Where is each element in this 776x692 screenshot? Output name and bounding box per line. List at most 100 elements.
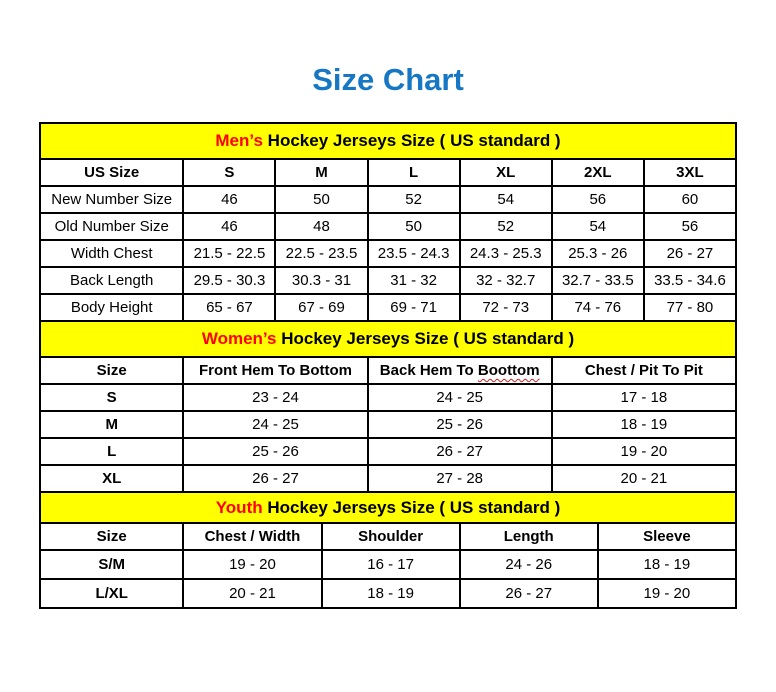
table-row: Width Chest 21.5 - 22.5 22.5 - 23.5 23.5… <box>38 239 738 268</box>
men-header-m: M <box>274 158 369 187</box>
men-header-2xl: 2XL <box>550 158 645 187</box>
men-header-l: L <box>366 158 461 187</box>
youth-section-band: Youth Hockey Jerseys Size ( US standard … <box>39 491 737 524</box>
table-row: L/XL 20 - 21 18 - 19 26 - 27 19 - 20 <box>38 578 738 609</box>
row-label: L <box>38 437 185 466</box>
size-cell: 50 <box>274 185 369 214</box>
row-label: Body Height <box>38 293 185 322</box>
size-cell: 26 - 27 <box>366 437 553 466</box>
youth-size-table: Youth Hockey Jerseys Size ( US standard … <box>38 491 738 609</box>
men-header-us-size: US Size <box>38 158 185 187</box>
women-highlight: Women’s <box>201 329 277 348</box>
row-label: New Number Size <box>38 185 185 214</box>
size-cell: 18 - 19 <box>320 578 461 609</box>
youth-header-length: Length <box>458 522 599 551</box>
row-label: Old Number Size <box>38 212 185 241</box>
youth-header-row: Size Chest / Width Shoulder Length Sleev… <box>38 522 738 551</box>
size-cell: 31 - 32 <box>366 266 461 295</box>
women-header-chest: Chest / Pit To Pit <box>550 356 738 385</box>
youth-header-chest: Chest / Width <box>182 522 323 551</box>
size-cell: 30.3 - 31 <box>274 266 369 295</box>
size-cell: 50 <box>366 212 461 241</box>
size-cell: 24.3 - 25.3 <box>458 239 553 268</box>
size-cell: 74 - 76 <box>550 293 645 322</box>
men-header-xl: XL <box>458 158 553 187</box>
youth-highlight: Youth <box>215 497 263 517</box>
size-cell: 22.5 - 23.5 <box>274 239 369 268</box>
youth-band-rest: Hockey Jerseys Size ( US standard ) <box>267 497 561 517</box>
size-cell: 20 - 21 <box>550 464 738 493</box>
table-row: New Number Size 46 50 52 54 56 60 <box>38 185 738 214</box>
size-cell: 25.3 - 26 <box>550 239 645 268</box>
row-label: S <box>38 383 185 412</box>
size-cell: 32 - 32.7 <box>458 266 553 295</box>
row-label: L/XL <box>38 578 185 609</box>
size-cell: 25 - 26 <box>182 437 369 466</box>
table-row: L 25 - 26 26 - 27 19 - 20 <box>38 437 738 466</box>
youth-header-sleeve: Sleeve <box>596 522 738 551</box>
men-size-table: Men’s Hockey Jerseys Size ( US standard … <box>38 122 738 322</box>
size-cell: 69 - 71 <box>366 293 461 322</box>
size-cell: 27 - 28 <box>366 464 553 493</box>
row-label: M <box>38 410 185 439</box>
size-cell: 16 - 17 <box>320 549 461 580</box>
size-chart-tables: Men’s Hockey Jerseys Size ( US standard … <box>38 122 738 609</box>
size-cell: 60 <box>642 185 738 214</box>
youth-header-size: Size <box>38 522 185 551</box>
table-row: M 24 - 25 25 - 26 18 - 19 <box>38 410 738 439</box>
row-label: S/M <box>38 549 185 580</box>
back-hem-prefix: Back Hem To <box>379 362 474 379</box>
size-cell: 33.5 - 34.6 <box>642 266 738 295</box>
size-cell: 26 - 27 <box>458 578 599 609</box>
size-cell: 25 - 26 <box>366 410 553 439</box>
women-header-row: Size Front Hem To Bottom Back Hem To Boot… <box>38 356 738 385</box>
size-cell: 29.5 - 30.3 <box>182 266 277 295</box>
size-cell: 46 <box>182 185 277 214</box>
size-cell: 52 <box>458 212 553 241</box>
size-cell: 67 - 69 <box>274 293 369 322</box>
size-cell: 24 - 26 <box>458 549 599 580</box>
table-row: Body Height 65 - 67 67 - 69 69 - 71 72 -… <box>38 293 738 322</box>
size-cell: 26 - 27 <box>642 239 738 268</box>
size-cell: 17 - 18 <box>550 383 738 412</box>
size-cell: 77 - 80 <box>642 293 738 322</box>
row-label: XL <box>38 464 185 493</box>
table-row: XL 26 - 27 27 - 28 20 - 21 <box>38 464 738 493</box>
size-cell: 24 - 25 <box>182 410 369 439</box>
size-cell: 18 - 19 <box>596 549 738 580</box>
size-cell: 26 - 27 <box>182 464 369 493</box>
women-size-table: Women’s Hockey Jerseys Size ( US standar… <box>38 320 738 493</box>
size-cell: 32.7 - 33.5 <box>550 266 645 295</box>
size-cell: 19 - 20 <box>596 578 738 609</box>
size-cell: 56 <box>642 212 738 241</box>
table-row: S 23 - 24 24 - 25 17 - 18 <box>38 383 738 412</box>
men-band-rest: Hockey Jerseys Size ( US standard ) <box>267 131 561 150</box>
size-cell: 72 - 73 <box>458 293 553 322</box>
size-cell: 18 - 19 <box>550 410 738 439</box>
size-cell: 52 <box>366 185 461 214</box>
table-row: S/M 19 - 20 16 - 17 24 - 26 18 - 19 <box>38 549 738 580</box>
women-header-back-hem: Back Hem To Boottom <box>366 356 553 385</box>
size-cell: 21.5 - 22.5 <box>182 239 277 268</box>
size-cell: 24 - 25 <box>366 383 553 412</box>
size-cell: 20 - 21 <box>182 578 323 609</box>
table-row: Back Length 29.5 - 30.3 30.3 - 31 31 - 3… <box>38 266 738 295</box>
men-header-row: US Size S M L XL 2XL 3XL <box>38 158 738 187</box>
women-header-front-hem: Front Hem To Bottom <box>182 356 369 385</box>
size-cell: 48 <box>274 212 369 241</box>
size-cell: 54 <box>550 212 645 241</box>
women-section-title: Women’s Hockey Jerseys Size ( US standar… <box>39 320 737 358</box>
table-row: Old Number Size 46 48 50 52 54 56 <box>38 212 738 241</box>
row-label: Back Length <box>38 266 185 295</box>
size-cell: 23 - 24 <box>182 383 369 412</box>
size-cell: 23.5 - 24.3 <box>366 239 461 268</box>
men-highlight: Men’s <box>215 131 263 150</box>
size-cell: 46 <box>182 212 277 241</box>
men-section-band: Men’s Hockey Jerseys Size ( US standard … <box>39 122 737 160</box>
size-cell: 54 <box>458 185 553 214</box>
men-header-3xl: 3XL <box>642 158 738 187</box>
row-label: Width Chest <box>38 239 185 268</box>
size-cell: 56 <box>550 185 645 214</box>
size-cell: 19 - 20 <box>550 437 738 466</box>
misspelled-word: Boottom <box>477 362 540 379</box>
